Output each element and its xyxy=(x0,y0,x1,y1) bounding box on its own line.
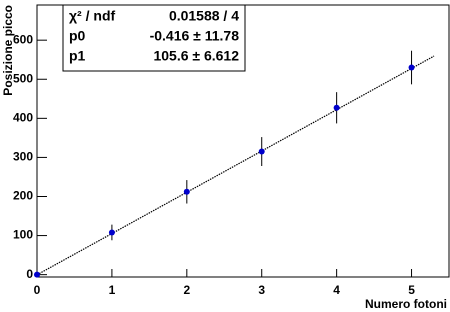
stats-value: 0.01588 / 4 xyxy=(169,8,239,24)
x-tick-label: 1 xyxy=(109,283,116,297)
x-tick-label: 0 xyxy=(34,283,41,297)
stats-label: p0 xyxy=(69,28,86,44)
x-tick-label: 4 xyxy=(333,283,340,297)
data-point xyxy=(108,229,115,236)
data-point xyxy=(34,271,40,278)
y-tick-label: 100 xyxy=(13,228,33,242)
data-point xyxy=(333,104,340,111)
y-tick-label: 200 xyxy=(13,189,33,203)
y-tick-label: 500 xyxy=(13,71,33,85)
data-point xyxy=(258,148,265,155)
y-tick-label: 600 xyxy=(13,32,33,46)
x-tick-label: 3 xyxy=(258,283,265,297)
y-tick-label: 300 xyxy=(13,150,33,164)
x-tick-label: 5 xyxy=(408,283,415,297)
y-tick-label: 0 xyxy=(26,267,33,281)
x-axis-title: Numero fotoni xyxy=(365,297,447,311)
stats-label: χ² / ndf xyxy=(69,8,115,24)
data-point xyxy=(183,188,190,195)
stats-box xyxy=(62,4,246,72)
x-tick-label: 2 xyxy=(183,283,190,297)
stats-value: -0.416 ± 11.78 xyxy=(150,28,240,44)
stats-label: p1 xyxy=(69,48,86,64)
stats-value: 105.6 ± 6.612 xyxy=(153,48,239,64)
fit-line xyxy=(36,55,435,276)
y-tick-label: 400 xyxy=(13,111,33,125)
y-axis-title: Posizione picco xyxy=(1,5,15,96)
data-point xyxy=(408,64,415,71)
